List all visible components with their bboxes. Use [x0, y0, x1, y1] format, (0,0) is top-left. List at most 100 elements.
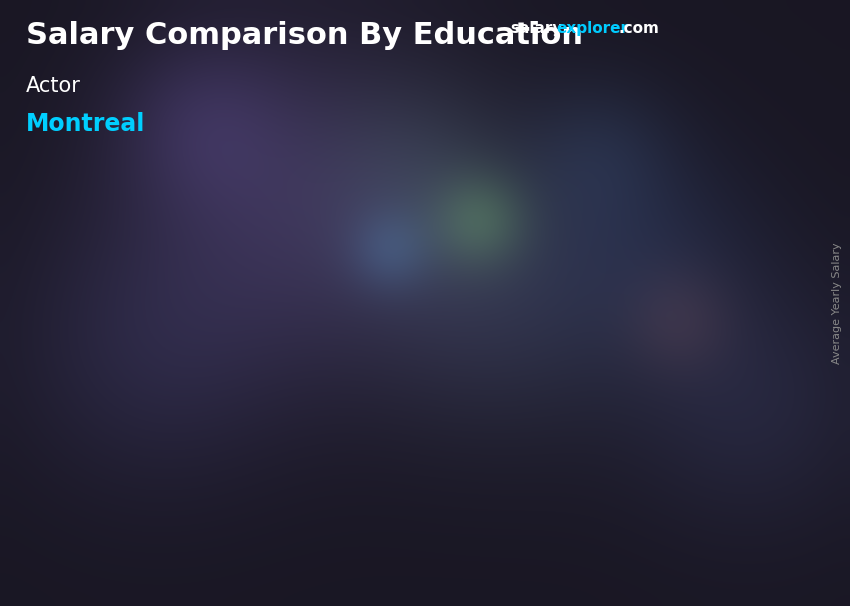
Bar [128, 400, 221, 403]
Bar [620, 237, 714, 242]
Bar [128, 383, 221, 385]
Bar [620, 186, 714, 191]
Bar [128, 429, 221, 432]
Bar [128, 374, 221, 377]
Bar [620, 242, 714, 248]
Bar [620, 271, 714, 277]
Bar [128, 438, 221, 441]
Bar [128, 406, 221, 409]
Text: 106,000 CAD: 106,000 CAD [0, 322, 117, 340]
Bar [374, 341, 468, 345]
Bar [374, 353, 468, 357]
Bar [128, 507, 221, 510]
Bar [128, 395, 221, 397]
Bar [620, 464, 714, 470]
Bar [128, 397, 221, 400]
Bar [128, 418, 221, 421]
Bar [374, 456, 468, 459]
Bar [374, 373, 468, 378]
Bar [128, 432, 221, 435]
Bar [620, 305, 714, 311]
Bar [374, 308, 468, 311]
Text: Average Yearly Salary: Average Yearly Salary [832, 242, 842, 364]
Bar [128, 467, 221, 469]
Bar [374, 427, 468, 431]
Bar [128, 464, 221, 467]
Bar [128, 518, 221, 521]
Bar [128, 441, 221, 444]
Bar [620, 498, 714, 504]
Bar [620, 487, 714, 493]
Bar [620, 299, 714, 305]
Bar [374, 311, 468, 316]
Bar [374, 464, 468, 468]
Bar [374, 501, 468, 505]
Text: Bachelor's
Degree: Bachelor's Degree [615, 557, 720, 596]
Bar [374, 505, 468, 509]
Bar [620, 288, 714, 294]
Text: Actor: Actor [26, 76, 81, 96]
Bar [620, 425, 714, 430]
Bar [620, 510, 714, 516]
Bar [128, 504, 221, 507]
Bar [374, 517, 468, 521]
Bar [374, 398, 468, 402]
Bar [128, 515, 221, 518]
Bar [128, 435, 221, 438]
Bar [374, 361, 468, 365]
Text: salary: salary [510, 21, 563, 36]
Bar [620, 493, 714, 498]
Bar [128, 377, 221, 380]
Bar [620, 282, 714, 288]
Text: High School: High School [114, 557, 235, 575]
Bar [128, 472, 221, 475]
Bar [620, 316, 714, 322]
Bar [374, 447, 468, 451]
Bar [128, 421, 221, 423]
Text: Salary Comparison By Education: Salary Comparison By Education [26, 21, 582, 50]
Bar [128, 455, 221, 458]
Bar [374, 390, 468, 394]
Bar [128, 409, 221, 411]
Bar [620, 402, 714, 407]
Bar [374, 357, 468, 361]
Bar [374, 488, 468, 493]
Bar [128, 469, 221, 472]
Bar [128, 362, 221, 365]
Bar [128, 354, 221, 357]
Bar [620, 430, 714, 436]
Bar [374, 484, 468, 488]
Bar [128, 478, 221, 481]
Bar [620, 447, 714, 453]
Bar [374, 328, 468, 332]
Bar [620, 453, 714, 459]
Bar [374, 336, 468, 341]
Bar [620, 407, 714, 413]
Bar [620, 476, 714, 481]
Bar [620, 220, 714, 225]
Text: 151,000 CAD: 151,000 CAD [478, 248, 596, 267]
Bar [620, 516, 714, 521]
Bar [620, 351, 714, 356]
Bar [128, 380, 221, 383]
Bar [374, 291, 468, 295]
Bar [128, 498, 221, 501]
Text: explorer: explorer [557, 21, 629, 36]
Bar [676, 27, 700, 97]
Bar [374, 459, 468, 464]
Bar [620, 322, 714, 328]
Bar [128, 449, 221, 452]
Bar [620, 294, 714, 299]
Bar [620, 248, 714, 254]
Bar [620, 379, 714, 385]
Bar [374, 348, 468, 353]
Bar [374, 299, 468, 304]
Bar [374, 275, 468, 279]
Bar [128, 490, 221, 492]
Bar [128, 385, 221, 388]
Bar [128, 423, 221, 426]
Bar [374, 513, 468, 517]
Bar [374, 275, 385, 348]
Bar [620, 436, 714, 442]
Bar [620, 203, 714, 208]
